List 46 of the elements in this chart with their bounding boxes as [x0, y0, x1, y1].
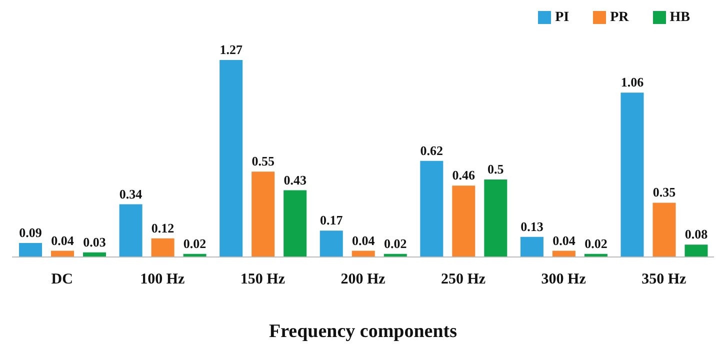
bar — [320, 230, 343, 257]
bar — [520, 236, 544, 257]
x-tick-label: 100 Hz — [140, 272, 186, 288]
x-tick-label: 150 Hz — [240, 272, 286, 288]
data-label: 0.35 — [652, 184, 676, 200]
bar — [620, 92, 644, 257]
bar — [252, 172, 275, 257]
data-label: 0.62 — [420, 142, 444, 158]
bar — [119, 204, 142, 257]
data-label: 0.08 — [684, 226, 708, 242]
legend-label: PR — [610, 10, 629, 25]
bar — [484, 179, 508, 257]
data-label: 0.04 — [552, 232, 576, 248]
data-label: 0.55 — [252, 154, 275, 169]
bar — [220, 60, 243, 257]
x-axis-title: Frequency components — [268, 321, 458, 342]
bar — [452, 186, 476, 257]
data-label: 0.5 — [488, 161, 504, 176]
x-tick-label: DC — [51, 272, 73, 288]
data-label: 0.09 — [19, 225, 42, 240]
bar — [151, 238, 174, 257]
data-label: 0.34 — [119, 186, 143, 202]
data-label: 0.04 — [352, 232, 376, 248]
data-label: 0.46 — [452, 168, 476, 183]
data-label: 1.06 — [620, 74, 644, 90]
bar — [284, 190, 307, 257]
data-label: 0.12 — [151, 220, 174, 236]
bar — [19, 243, 42, 257]
data-label: 0.03 — [83, 234, 106, 250]
data-label: 0.17 — [320, 212, 344, 228]
bar — [684, 244, 708, 257]
x-tick-label: 350 Hz — [642, 272, 686, 288]
data-label: 0.13 — [520, 218, 544, 234]
legend-label: PI — [555, 10, 570, 25]
bar — [420, 160, 444, 257]
data-label: 0.02 — [183, 236, 206, 251]
data-label: 0.02 — [384, 236, 407, 251]
data-label: 0.02 — [584, 236, 608, 251]
data-label: 1.27 — [220, 42, 243, 57]
legend-label: HB — [670, 10, 690, 25]
data-label: 0.04 — [51, 232, 74, 248]
bar — [652, 202, 676, 257]
x-tick-label: 250 Hz — [440, 272, 486, 288]
x-tick-label: 300 Hz — [541, 272, 586, 288]
data-label: 0.43 — [284, 172, 307, 188]
x-tick-label: 200 Hz — [340, 272, 386, 288]
